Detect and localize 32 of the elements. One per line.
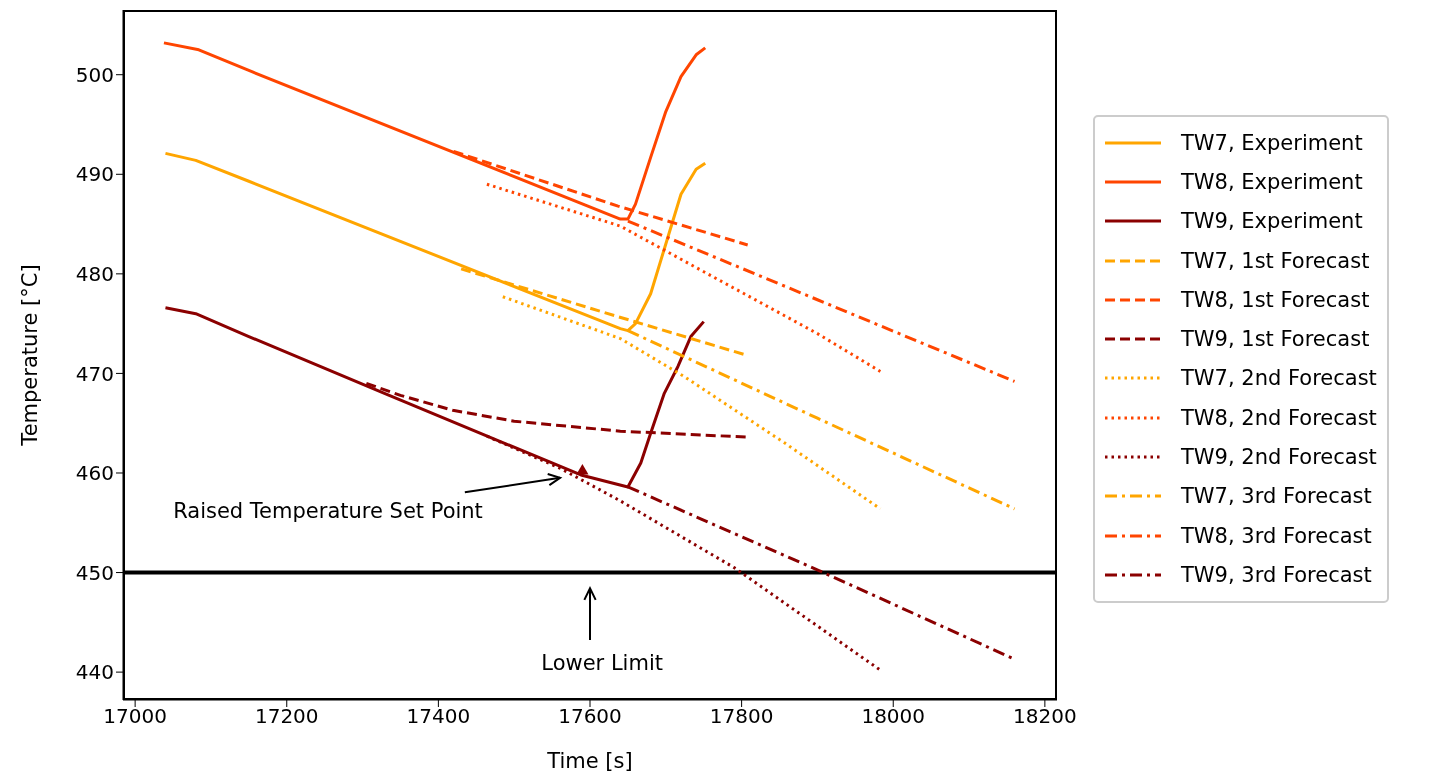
y-tick-label: 500: [75, 62, 114, 87]
legend-label: TW7, 3rd Forecast: [1181, 484, 1372, 509]
x-tick-label: 17200: [254, 704, 319, 729]
legend-label: TW7, 1st Forecast: [1181, 248, 1370, 273]
legend-label: TW8, 3rd Forecast: [1181, 523, 1372, 548]
x-tick-label: 17400: [406, 704, 471, 729]
x-tick-label: 18000: [861, 704, 926, 729]
line-series: [485, 182, 882, 373]
x-tick-label: 18200: [1013, 704, 1077, 729]
x-tick-label: 17600: [558, 704, 622, 729]
y-tick-label: 490: [75, 162, 114, 187]
y-tick-label: 470: [75, 361, 114, 386]
legend-label: TW9, 3rd Forecast: [1181, 562, 1372, 587]
annotation: Raised Temperature Set Point: [173, 498, 483, 523]
x-tick-label: 17000: [103, 704, 167, 729]
x-axis-title: Time [s]: [546, 749, 633, 773]
y-tick-label: 440: [75, 660, 114, 685]
legend-label: TW9, Experiment: [1181, 209, 1363, 234]
legend-label: TW9, 2nd Forecast: [1181, 445, 1377, 470]
legend-label: TW8, 2nd Forecast: [1181, 405, 1377, 430]
y-tick-label: 460: [75, 461, 114, 486]
y-tick-label: 450: [75, 560, 114, 585]
x-tick-label: 17800: [709, 704, 774, 729]
legend-label: TW8, Experiment: [1181, 169, 1363, 194]
legend-label: TW8, 1st Forecast: [1181, 287, 1370, 312]
annotation: Lower Limit: [541, 651, 663, 676]
y-tick-label: 480: [75, 261, 114, 286]
legend-label: TW9, 1st Forecast: [1181, 327, 1370, 352]
legend-label: TW7, Experiment: [1181, 130, 1363, 155]
y-axis-title: Temperature [°C]: [18, 264, 43, 447]
legend-label: TW7, 2nd Forecast: [1181, 366, 1377, 391]
line-series: [501, 295, 882, 511]
